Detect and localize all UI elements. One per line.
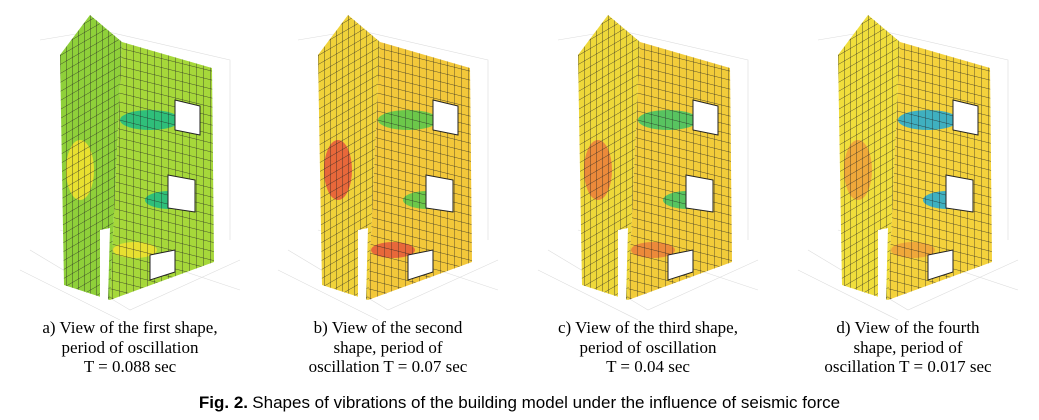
model-render <box>518 0 778 320</box>
caption-line: oscillation T = 0.07 sec <box>308 357 468 376</box>
panel-caption: a) View of the first shape, period of os… <box>0 318 260 377</box>
panel-caption: d) View of the fourth shape, period of o… <box>778 318 1038 377</box>
caption-line: oscillation T = 0.017 sec <box>824 357 992 376</box>
caption-line: a) View of the first shape, <box>42 318 218 337</box>
caption-line: period of oscillation <box>579 337 717 357</box>
model-image <box>778 0 1038 320</box>
caption-line: shape, period of <box>853 337 963 357</box>
model-render <box>778 0 1038 320</box>
model-render <box>0 0 260 320</box>
caption-line: d) View of the fourth <box>836 318 980 337</box>
figure-caption-text: Shapes of vibrations of the building mod… <box>252 393 841 412</box>
caption-line: shape, period of <box>333 337 443 357</box>
caption-line: T = 0.088 sec <box>83 357 177 376</box>
caption-line: b) View of the second <box>313 318 463 337</box>
model-image <box>0 0 260 320</box>
caption-line: T = 0.04 sec <box>606 357 690 376</box>
model-image <box>518 0 778 320</box>
caption-line: c) View of the third shape, <box>558 318 738 337</box>
panel-caption: b) View of the second shape, period of o… <box>258 318 518 377</box>
figure-label: Fig. 2. <box>198 393 249 412</box>
model-render <box>258 0 518 320</box>
model-image <box>258 0 518 320</box>
panel-caption: c) View of the third shape, period of os… <box>518 318 778 377</box>
caption-line: period of oscillation <box>61 337 199 357</box>
figure-caption: Fig. 2. Shapes of vibrations of the buil… <box>0 393 1039 413</box>
